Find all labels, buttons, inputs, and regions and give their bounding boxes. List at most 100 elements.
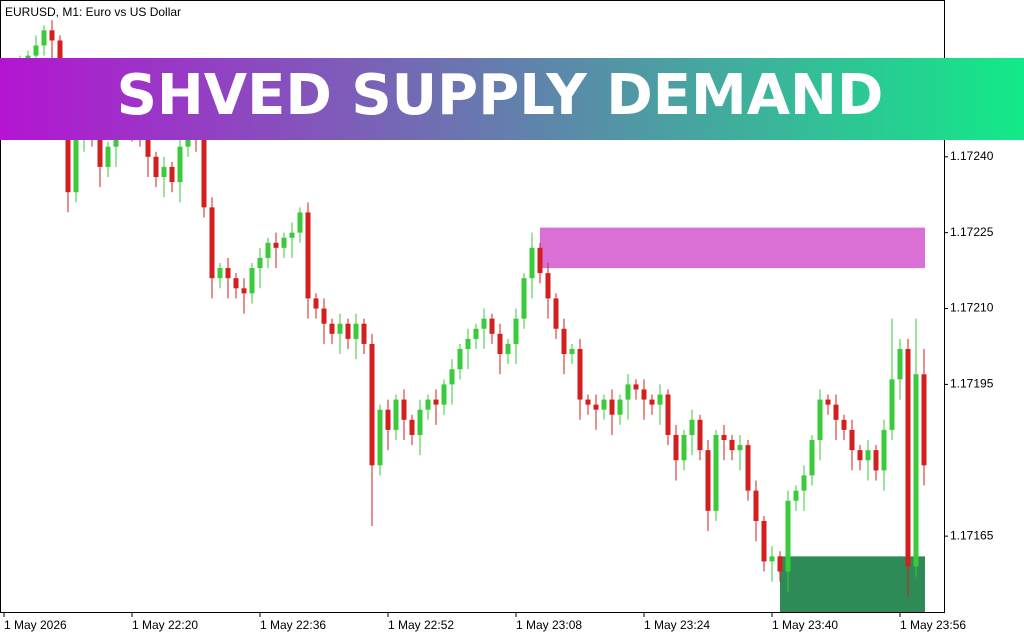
candle-body bbox=[369, 343, 375, 466]
candle-body bbox=[841, 419, 847, 430]
candle-body bbox=[705, 450, 711, 511]
candle-body bbox=[801, 475, 807, 491]
candle-body bbox=[505, 343, 511, 355]
candle-body bbox=[905, 348, 911, 567]
candle-body bbox=[649, 399, 655, 405]
x-tick-label: 1 May 22:36 bbox=[260, 618, 326, 632]
candle-body bbox=[425, 399, 431, 410]
candle-body bbox=[169, 166, 175, 183]
candle-body bbox=[529, 247, 535, 279]
candle-body bbox=[513, 318, 519, 344]
candle-body bbox=[753, 490, 759, 521]
candle-body bbox=[537, 247, 543, 274]
candle-body bbox=[593, 404, 599, 410]
candle-body bbox=[745, 445, 751, 491]
candle-body bbox=[201, 131, 207, 208]
candle-body bbox=[897, 348, 903, 380]
candle-body bbox=[241, 288, 247, 294]
x-tick-label: 1 May 23:40 bbox=[772, 618, 838, 632]
candle-body bbox=[681, 434, 687, 461]
candle-body bbox=[265, 242, 271, 258]
candle-body bbox=[97, 136, 103, 167]
candle-body bbox=[737, 445, 743, 451]
candle-body bbox=[233, 278, 239, 289]
candle-body bbox=[625, 384, 631, 400]
candle-body bbox=[377, 409, 383, 466]
x-tick-label: 1 May 2026 bbox=[4, 618, 67, 632]
banner bbox=[0, 58, 1024, 140]
candle-body bbox=[313, 298, 319, 309]
candle-body bbox=[697, 419, 703, 451]
candle-body bbox=[209, 207, 215, 279]
candle-body bbox=[465, 338, 471, 349]
candle-body bbox=[849, 429, 855, 451]
candle-body bbox=[633, 384, 639, 390]
candle-body bbox=[161, 166, 167, 178]
candle-body bbox=[665, 394, 671, 435]
candle-body bbox=[809, 440, 815, 476]
candle-body bbox=[913, 374, 919, 567]
axes: 1.17165 1.17195 1.17210 1.17225 1.17240 1 May… bbox=[3, 149, 994, 632]
candle-body bbox=[873, 450, 879, 471]
chart-title: EURUSD, M1: Euro vs US Dollar bbox=[5, 5, 181, 19]
candle-body bbox=[329, 323, 335, 334]
candle-body bbox=[353, 323, 359, 339]
candle-body bbox=[793, 490, 799, 501]
candle-body bbox=[689, 419, 695, 435]
y-tick-label: 1.17165 bbox=[950, 528, 994, 542]
candle-body bbox=[433, 399, 439, 405]
x-tick-label: 1 May 23:56 bbox=[900, 618, 966, 632]
candle-body bbox=[409, 419, 415, 435]
candle-body bbox=[497, 333, 503, 355]
plot bbox=[1, 20, 927, 612]
candle-body bbox=[769, 556, 775, 562]
zone bbox=[780, 556, 925, 612]
candle-body bbox=[481, 318, 487, 329]
candle-body bbox=[857, 450, 863, 461]
candle-body bbox=[577, 348, 583, 400]
candle-body bbox=[569, 348, 575, 355]
candle-body bbox=[177, 146, 183, 183]
candle-body bbox=[561, 328, 567, 355]
candle-body bbox=[153, 156, 159, 178]
candle-body bbox=[145, 136, 151, 157]
candle-body bbox=[473, 328, 479, 339]
candle-body bbox=[321, 308, 327, 324]
y-tick-label: 1.17240 bbox=[950, 149, 994, 163]
candle-body bbox=[249, 268, 255, 294]
candle-body bbox=[657, 394, 663, 405]
candle-body bbox=[417, 409, 423, 435]
x-tick-label: 1 May 23:24 bbox=[644, 618, 710, 632]
banner-title: SHVED SUPPLY DEMAND bbox=[117, 63, 884, 128]
candle-body bbox=[361, 323, 367, 344]
candle-body bbox=[889, 379, 895, 430]
candle-body bbox=[385, 409, 391, 430]
candle-body bbox=[393, 399, 399, 430]
candle-body bbox=[217, 268, 223, 279]
y-tick-label: 1.17210 bbox=[950, 301, 994, 315]
x-tick-label: 1 May 23:08 bbox=[516, 618, 582, 632]
candle-body bbox=[825, 399, 831, 405]
candle-body bbox=[289, 232, 295, 238]
x-tick-label: 1 May 22:52 bbox=[388, 618, 454, 632]
candle-body bbox=[673, 434, 679, 461]
candle-body bbox=[489, 318, 495, 334]
candle-body bbox=[721, 434, 727, 441]
candle-body bbox=[521, 278, 527, 319]
x-tick-label: 1 May 22:20 bbox=[132, 618, 198, 632]
zone bbox=[540, 227, 925, 269]
candle-body bbox=[337, 323, 343, 334]
candle-body bbox=[777, 556, 783, 572]
y-tick-label: 1.17225 bbox=[950, 225, 994, 239]
candle-body bbox=[817, 399, 823, 441]
candle-body bbox=[305, 212, 311, 299]
y-tick-label: 1.17195 bbox=[950, 377, 994, 391]
candle-body bbox=[345, 323, 351, 339]
candle-body bbox=[457, 348, 463, 370]
candle-body bbox=[41, 30, 47, 46]
candle-body bbox=[257, 257, 263, 269]
candle-body bbox=[585, 399, 591, 405]
candle-body bbox=[33, 45, 39, 56]
